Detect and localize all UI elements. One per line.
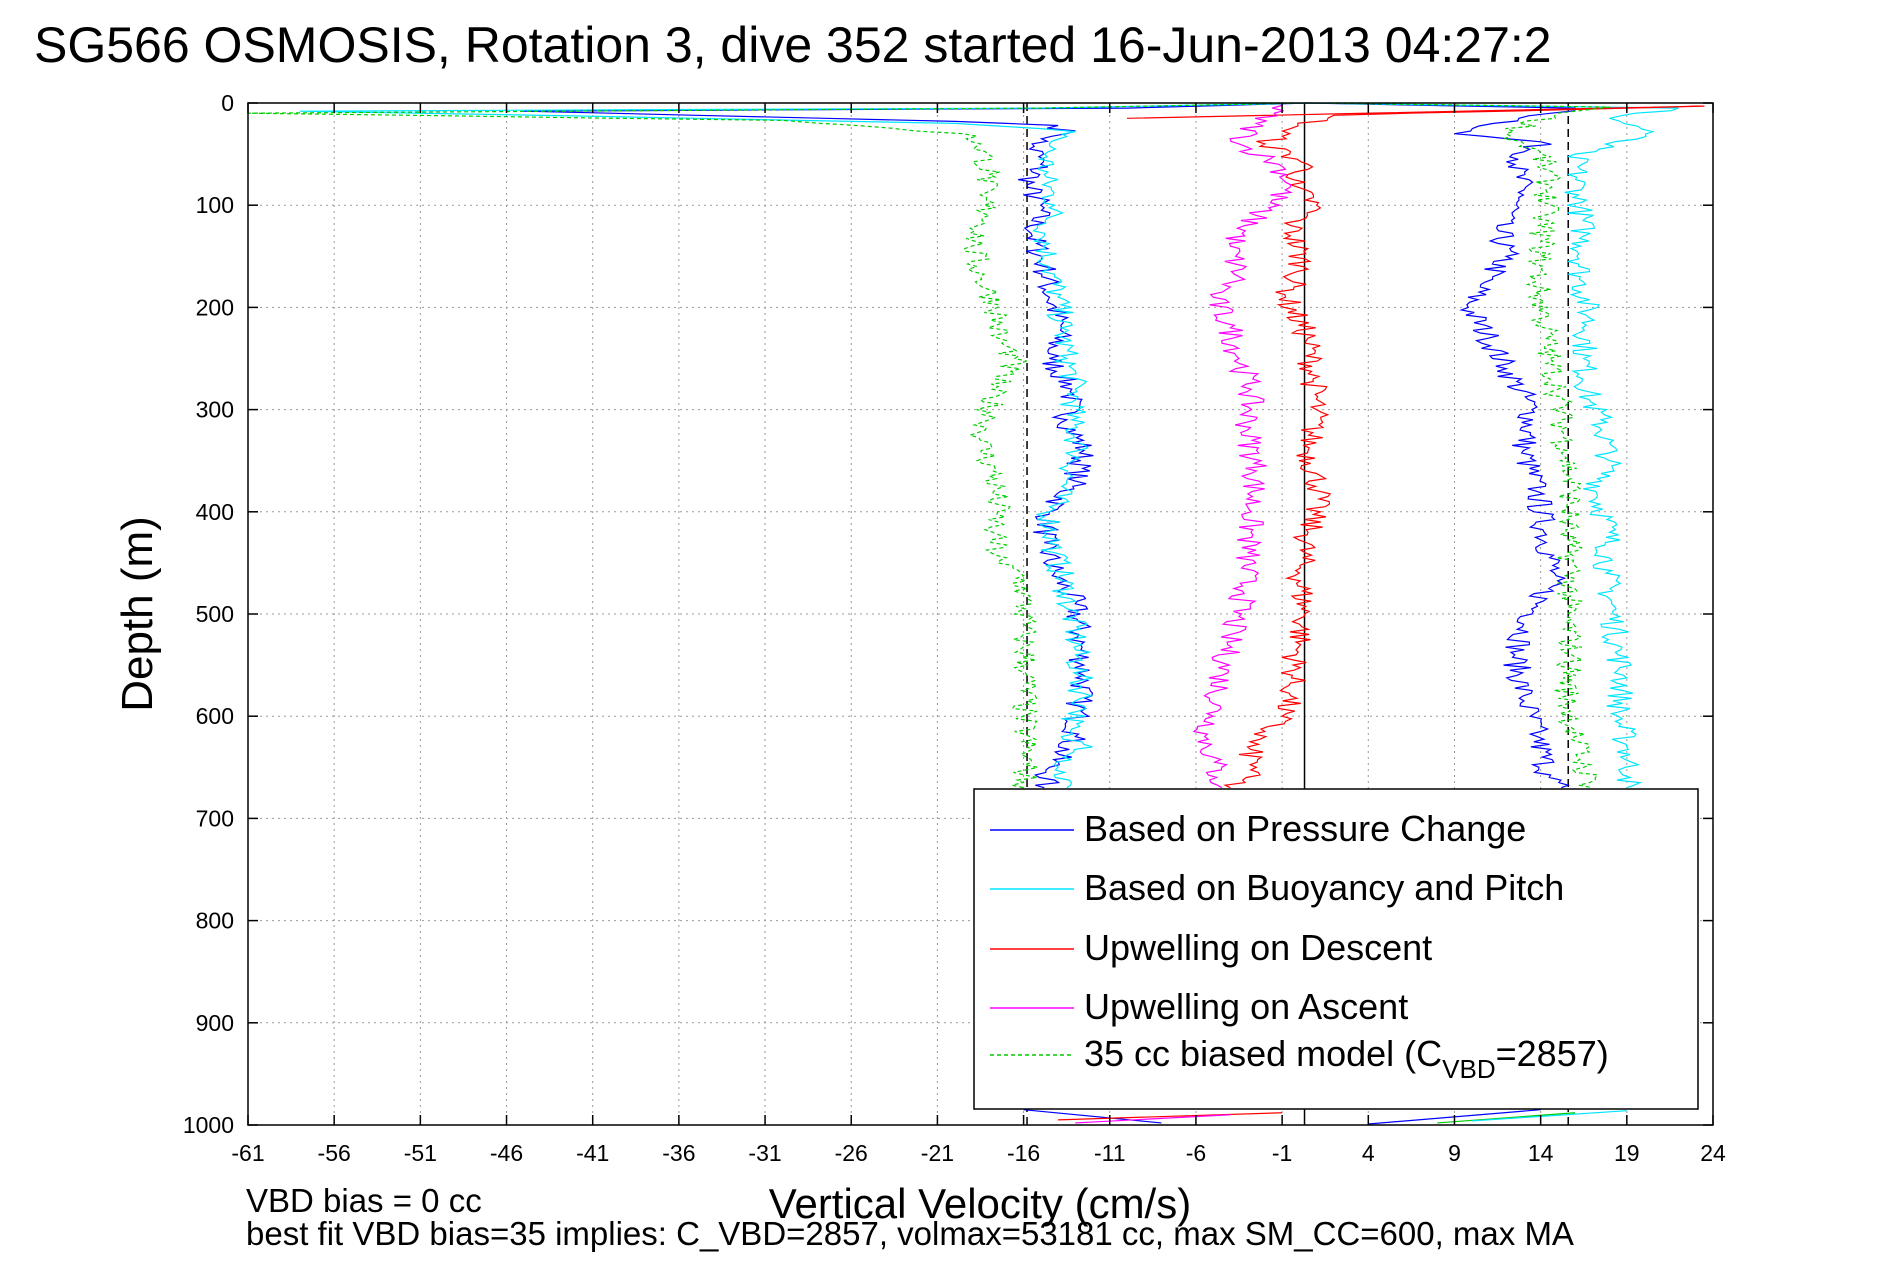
y-tick-label: 500 xyxy=(196,601,234,627)
x-tick-label: 24 xyxy=(1700,1140,1726,1166)
y-tick-label: 700 xyxy=(196,805,234,831)
legend-label: Based on Buoyancy and Pitch xyxy=(1084,867,1564,908)
legend-box xyxy=(973,788,1699,1110)
chart-title: SG566 OSMOSIS, Rotation 3, dive 352 star… xyxy=(34,17,1552,73)
x-tick-label: -1 xyxy=(1272,1140,1292,1166)
series-line xyxy=(523,102,1309,789)
x-tick-label: 9 xyxy=(1448,1140,1461,1166)
x-tick-label: -41 xyxy=(576,1140,609,1166)
series-tail xyxy=(1023,1109,1162,1124)
y-tick-label: 100 xyxy=(196,192,234,218)
y-tick-label: 0 xyxy=(221,90,234,116)
x-tick-label: -61 xyxy=(231,1140,264,1166)
series-line xyxy=(1307,102,1610,789)
y-tick-label: 800 xyxy=(196,908,234,934)
series-tail xyxy=(1075,1114,1231,1124)
x-tick-label: -26 xyxy=(835,1140,868,1166)
x-tick-label: -36 xyxy=(662,1140,695,1166)
y-axis-label: Depth (m) xyxy=(113,516,162,712)
legend-subscript: VBD xyxy=(1442,1054,1495,1084)
series-tail xyxy=(1471,1110,1627,1122)
series-line xyxy=(1126,105,1705,789)
x-tick-label: -51 xyxy=(404,1140,437,1166)
footnote-line-2: best fit VBD bias=35 implies: C_VBD=2857… xyxy=(246,1215,1574,1252)
y-tick-label: 400 xyxy=(196,499,234,525)
series-line xyxy=(1307,102,1679,789)
grid xyxy=(248,103,1713,1125)
y-tick-label: 900 xyxy=(196,1010,234,1036)
series-tail xyxy=(1437,1112,1576,1124)
x-tick-label: -11 xyxy=(1094,1140,1126,1166)
series-line xyxy=(1192,102,1293,789)
series-line xyxy=(299,102,1309,789)
series-group xyxy=(247,102,1705,1125)
series-tail xyxy=(1058,1112,1283,1121)
x-tick-label: 19 xyxy=(1614,1140,1640,1166)
y-tick-label: 300 xyxy=(196,397,234,423)
x-tick-label: -56 xyxy=(318,1140,351,1166)
legend: Based on Pressure Change Based on Buoyanc… xyxy=(973,788,1699,1110)
x-tick-label: -6 xyxy=(1186,1140,1206,1166)
x-tick-label: -46 xyxy=(490,1140,523,1166)
legend-label: Upwelling on Descent xyxy=(1084,927,1432,968)
x-tick-label: -21 xyxy=(921,1140,954,1166)
y-tick-label: 1000 xyxy=(183,1112,234,1138)
legend-suffix: =2857) xyxy=(1496,1033,1609,1074)
footnote-line-1: VBD bias = 0 cc xyxy=(246,1182,482,1219)
series-line xyxy=(1307,102,1576,789)
y-tick-label: 200 xyxy=(196,294,234,320)
x-tick-label: -16 xyxy=(1007,1140,1040,1166)
legend-label: Upwelling on Ascent xyxy=(1084,986,1408,1027)
y-tick-label: 600 xyxy=(196,703,234,729)
x-tick-label: 14 xyxy=(1528,1140,1554,1166)
x-tick-label: 4 xyxy=(1362,1140,1375,1166)
x-axis-label: Vertical Velocity (cm/s) xyxy=(769,1180,1191,1227)
x-tick-label: -31 xyxy=(748,1140,781,1166)
legend-label: Based on Pressure Change xyxy=(1084,808,1526,849)
axis-ticks: -61 -56 -51 -46 -41 -36 -31 -26 -21 -16 -11 -6 -1 4 9 1… xyxy=(183,90,1726,1166)
series-line xyxy=(247,102,1309,789)
